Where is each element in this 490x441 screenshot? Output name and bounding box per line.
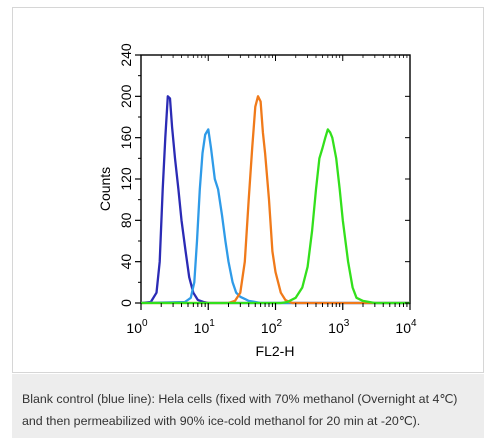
y-tick-label: 80: [118, 212, 134, 228]
x-tick-label: 104: [395, 318, 417, 336]
x-tick-label: 102: [261, 318, 283, 336]
y-tick-label: 40: [118, 254, 134, 270]
y-tick-label: 0: [118, 299, 134, 307]
x-tick-label: 103: [328, 318, 350, 336]
series-line-3: [141, 95, 410, 305]
y-tick-label: 160: [118, 126, 134, 150]
y-tick-label: 240: [118, 43, 134, 67]
series-layer: [140, 95, 410, 305]
series-line-2: [140, 128, 410, 305]
x-tick-label: 100: [126, 318, 148, 336]
y-axis-label: Counts: [97, 167, 113, 211]
x-tick-label: 101: [194, 318, 216, 336]
figure-caption: Blank control (blue line): Hela cells (f…: [12, 374, 484, 438]
y-tick-label: 200: [118, 84, 134, 108]
tick-layer: 0 40 80 120 160 200 240 100 101 102 103 104: [118, 43, 417, 336]
series-line-4: [141, 128, 410, 305]
x-axis-label: FL2-H: [256, 343, 295, 359]
chart-figure: 0 40 80 120 160 200 240 100 101 102 103 104 FL2-H C…: [12, 7, 484, 373]
y-tick-label: 120: [118, 167, 134, 191]
flow-cytometry-histogram: 0 40 80 120 160 200 240 100 101 102 103 104 FL2-H C…: [97, 43, 417, 359]
series-line-1: [140, 95, 410, 305]
